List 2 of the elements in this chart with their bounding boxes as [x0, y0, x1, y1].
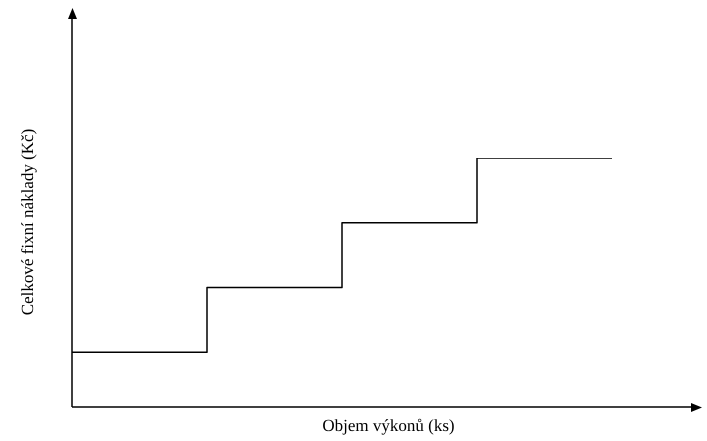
x-axis-title: Objem výkonů (ks) — [321, 416, 456, 436]
y-axis-title: Celkové fixní náklady (Kč) — [18, 128, 38, 316]
